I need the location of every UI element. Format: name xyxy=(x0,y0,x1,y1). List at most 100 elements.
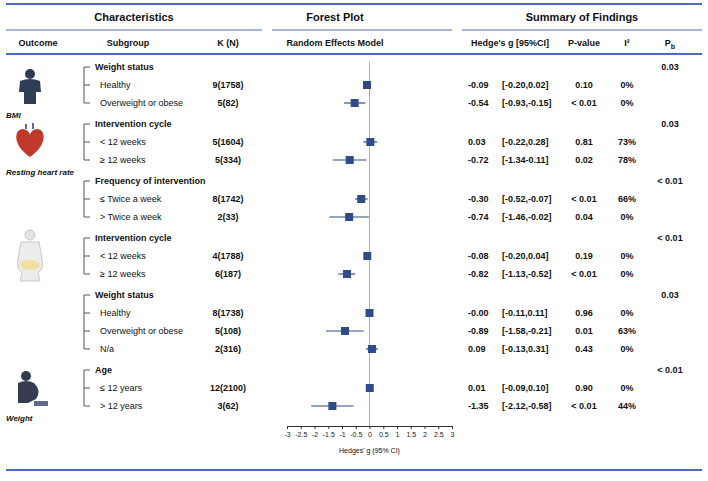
rule-head xyxy=(272,30,452,31)
icon-part xyxy=(25,230,35,240)
g-value: -1.35 xyxy=(468,401,489,411)
tick: 2.5 xyxy=(434,426,444,438)
bracket-tick xyxy=(84,331,90,332)
k-n: 9(1758) xyxy=(212,80,243,90)
p-value: 0.81 xyxy=(575,137,593,147)
effect-square xyxy=(363,252,371,260)
subgroup-label: ≤ 12 years xyxy=(100,383,142,393)
group-head: Frequency of intervention xyxy=(95,176,206,186)
g-value: -0.54 xyxy=(468,98,489,108)
i2-value: 44% xyxy=(618,401,636,411)
tick-label: 3 xyxy=(451,431,455,438)
ci-value: [-1.34-0.11] xyxy=(502,155,549,165)
rule-subhead xyxy=(6,53,702,55)
g-value: 0.01 xyxy=(468,383,486,393)
tick-label: -3 xyxy=(284,431,290,438)
tick: 0 xyxy=(368,426,372,438)
ci-value: [-1.13,-0.52] xyxy=(502,269,552,279)
tick: -1 xyxy=(339,426,345,438)
bracket-tick xyxy=(84,388,90,389)
i2-value: 63% xyxy=(618,326,636,336)
effect-square xyxy=(345,213,353,221)
icon-part xyxy=(21,371,31,381)
tick: 2 xyxy=(423,426,427,438)
effect-square xyxy=(346,156,354,164)
effect-square xyxy=(366,138,374,146)
tick: -3 xyxy=(284,426,290,438)
group-head: Intervention cycle xyxy=(95,233,172,243)
bracket-tick xyxy=(84,181,90,182)
ci-value: [-0.09,0.10] xyxy=(502,383,549,393)
i2-value: 73% xyxy=(618,137,636,147)
i2-value: 0% xyxy=(620,269,633,279)
tick-mark xyxy=(342,426,343,429)
tick: 1.5 xyxy=(406,426,416,438)
column-head: K (N) xyxy=(217,38,239,48)
subgroup-label: < 12 weeks xyxy=(100,137,146,147)
tick-label: 1.5 xyxy=(406,431,416,438)
tick-label: -1 xyxy=(339,431,345,438)
column-group-head: Characteristics xyxy=(94,11,174,23)
tick-label: 0 xyxy=(368,431,372,438)
icon-part xyxy=(34,401,48,406)
g-value: -0.09 xyxy=(468,80,489,90)
k-n: 5(334) xyxy=(215,155,241,165)
tick: -2.5 xyxy=(295,426,307,438)
k-n: 5(1604) xyxy=(212,137,243,147)
subgroup-label: < 12 weeks xyxy=(100,251,146,261)
subgroup-label: ≥ 12 weeks xyxy=(100,155,146,165)
effect-square xyxy=(366,384,374,392)
p-value: 0.43 xyxy=(575,344,593,354)
tick-label: 1 xyxy=(396,431,400,438)
g-value: -0.74 xyxy=(468,212,489,222)
icon xyxy=(16,123,43,157)
k-n: 8(1742) xyxy=(212,194,243,204)
i2-value: 0% xyxy=(620,344,633,354)
rule-top xyxy=(6,3,702,5)
subgroup-label: ≤ Twice a week xyxy=(100,194,162,204)
bracket-tick xyxy=(84,406,90,407)
pb-value: 0.03 xyxy=(661,119,679,129)
icon-part xyxy=(20,260,40,270)
bracket-tick xyxy=(84,124,90,125)
bracket-tick xyxy=(84,67,90,68)
g-value: -0.00 xyxy=(468,308,489,318)
k-n: 12(2100) xyxy=(210,383,246,393)
tick-label: 2 xyxy=(423,431,427,438)
tick-label: -2 xyxy=(312,431,318,438)
tick: 3 xyxy=(451,426,455,438)
g-value: -0.89 xyxy=(468,326,489,336)
p-value: 0.01 xyxy=(575,326,593,336)
effect-square xyxy=(366,309,374,317)
g-value: -0.08 xyxy=(468,251,489,261)
tick-mark xyxy=(328,426,329,429)
subgroup-label: Overweight or obese xyxy=(100,98,183,108)
column-head: Subgroup xyxy=(107,38,150,48)
k-n: 4(1788) xyxy=(212,251,243,261)
p-value: < 0.01 xyxy=(571,194,596,204)
pb-value: < 0.01 xyxy=(657,365,682,375)
bracket-tick xyxy=(84,274,90,275)
effect-square xyxy=(343,270,351,278)
icon-part xyxy=(25,69,35,79)
icon-part xyxy=(18,381,39,403)
icon-part xyxy=(18,242,43,281)
p-value: < 0.01 xyxy=(571,401,596,411)
tick-mark xyxy=(287,426,288,429)
subgroup-label: ≥ 12 weeks xyxy=(100,269,146,279)
p-value: 0.02 xyxy=(575,155,593,165)
p-value: 0.90 xyxy=(575,383,593,393)
outcome-label: Weight xyxy=(6,414,33,423)
i2-value: 0% xyxy=(620,308,633,318)
plot-marks xyxy=(311,62,378,426)
pb-value: 0.03 xyxy=(661,290,679,300)
group-head: Intervention cycle xyxy=(95,119,172,129)
rule-head xyxy=(6,30,262,31)
axis-title: Hedges' g (95% CI) xyxy=(339,447,400,455)
group-head: Age xyxy=(95,365,112,375)
tick: -2 xyxy=(312,426,318,438)
bracket-tick xyxy=(84,142,90,143)
subgroup-label: Healthy xyxy=(100,80,131,90)
bracket-tick xyxy=(84,199,90,200)
tick-mark xyxy=(425,426,426,429)
